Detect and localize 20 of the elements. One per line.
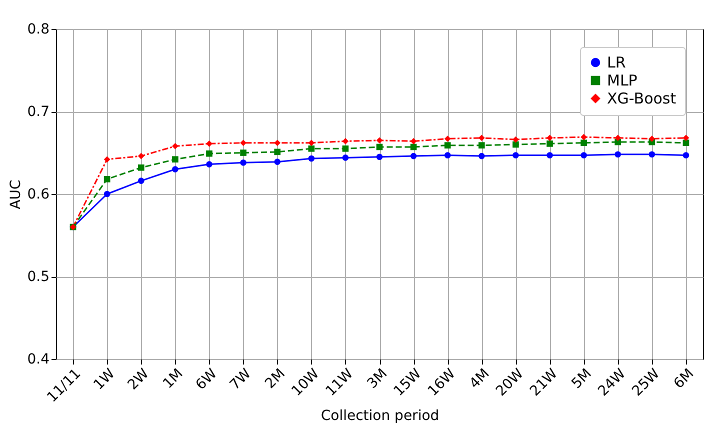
- x-tick-label: 7W: [226, 366, 255, 394]
- x-tick-label: 6M: [670, 366, 698, 392]
- y-tick-label: 0.5: [27, 269, 50, 285]
- x-tick-label: 5M: [568, 366, 595, 392]
- legend-label: MLP: [607, 72, 638, 90]
- x-tick-label: 2M: [262, 366, 288, 392]
- x-tick-label: 2W: [124, 366, 152, 394]
- y-tick-label: 0.7: [27, 104, 50, 120]
- x-tick-label: 4M: [466, 366, 493, 392]
- legend-label: XG-Boost: [607, 90, 676, 108]
- legend-label: LR: [607, 54, 626, 72]
- x-tick-label: 1M: [160, 366, 186, 392]
- x-tick-label: 3M: [364, 366, 391, 392]
- y-tick-label: 0.6: [27, 186, 50, 202]
- x-tick-label: 1W: [90, 366, 118, 394]
- y-axis-title: AUC: [8, 179, 24, 210]
- x-tick-label: 6W: [192, 366, 220, 394]
- y-tick-label: 0.8: [27, 22, 50, 38]
- x-axis-title: Collection period: [320, 408, 440, 424]
- y-tick-label: 0.4: [27, 352, 50, 368]
